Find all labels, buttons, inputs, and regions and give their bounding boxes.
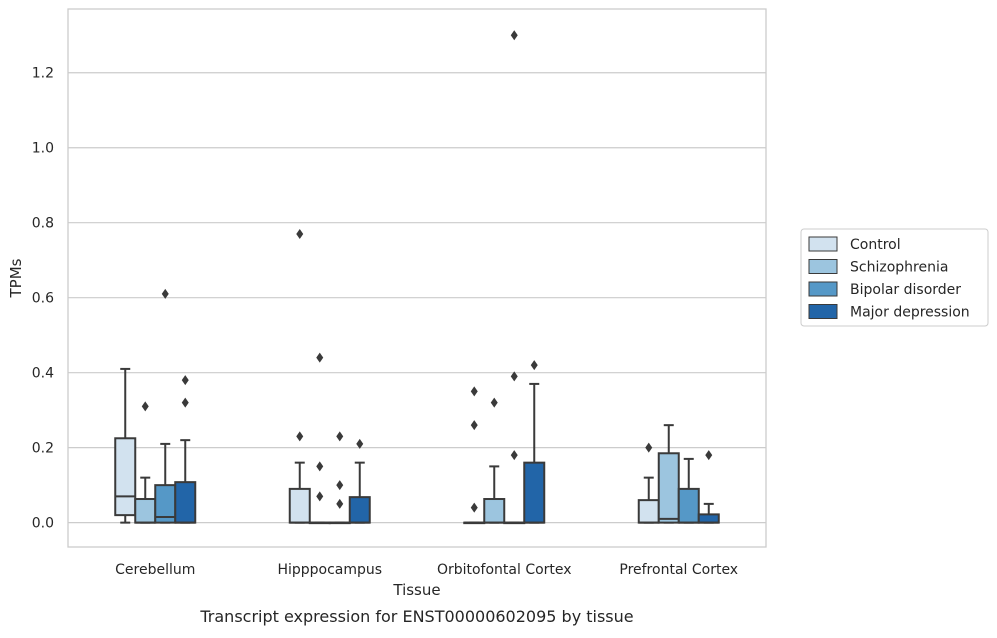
legend-label: Control (850, 237, 901, 253)
outlier-point (530, 360, 538, 371)
box-rect (637, 499, 660, 524)
y-tick-label: 0.8 (32, 216, 54, 232)
box-group (114, 367, 137, 524)
box-group (503, 30, 526, 525)
series-group (154, 30, 700, 525)
outlier-point (181, 397, 189, 408)
box-group (523, 360, 546, 524)
box-rect (697, 513, 720, 524)
outlier-point (316, 352, 324, 363)
outlier-point (336, 431, 344, 442)
legend-swatch (808, 236, 838, 252)
x-tick-label: Hipppocampus (277, 562, 382, 578)
box-group (154, 288, 177, 524)
legend-swatch (808, 281, 838, 297)
y-axis-label: TPMs (7, 258, 25, 298)
box-group (637, 442, 660, 524)
outlier-point (470, 420, 478, 431)
box-group (483, 397, 506, 524)
outlier-point (316, 491, 324, 502)
legend: Control Schizophrenia Bipolar disorder Majo… (800, 228, 989, 327)
outlier-point (161, 288, 169, 299)
box-group (288, 228, 311, 524)
outlier-point (510, 30, 518, 41)
box-group (463, 386, 486, 525)
y-tick-labels: 0.0 0.2 0.4 0.6 0.8 1.0 1.2 (32, 66, 54, 532)
outlier-point (296, 431, 304, 442)
x-tick-label: Cerebellum (115, 562, 195, 578)
box-group (308, 352, 331, 525)
box-group (657, 424, 680, 524)
x-tick-labels: Cerebellum Hipppocampus Orbitofontal Corte… (115, 562, 738, 578)
outlier-point (296, 228, 304, 239)
x-tick-label: Orbitofontal Cortex (437, 562, 572, 578)
box-rect (114, 437, 137, 517)
plot-frame (67, 8, 767, 548)
y-tick-label: 0.6 (32, 291, 54, 307)
legend-label: Schizophrenia (850, 260, 948, 276)
y-tick-label: 1.0 (32, 141, 54, 157)
x-tick-label: Prefrontal Cortex (619, 562, 738, 578)
y-tick-label: 0.0 (32, 516, 54, 532)
legend-label: Major depression (850, 305, 970, 321)
legend-swatch (808, 259, 838, 274)
outlier-point (141, 401, 149, 412)
y-tick-label: 1.2 (32, 66, 54, 82)
box-rect (348, 496, 371, 524)
x-axis-label: Tissue (392, 581, 440, 599)
outlier-point (490, 397, 498, 408)
box-group (134, 401, 157, 524)
box-group (174, 375, 197, 524)
box-rect (677, 487, 700, 524)
figure-caption: Transcript expression for ENST0000060209… (199, 607, 633, 626)
box-series (114, 30, 720, 525)
box-rect (174, 481, 197, 524)
legend-label: Bipolar disorder (850, 282, 961, 298)
outlier-point (181, 375, 189, 386)
box-rect (288, 487, 311, 524)
series-group (134, 352, 680, 525)
outlier-point (470, 502, 478, 513)
y-tick-label: 0.2 (32, 441, 54, 457)
series-group (114, 228, 660, 525)
box-rect (483, 498, 506, 524)
outlier-point (336, 480, 344, 491)
outlier-point (356, 438, 364, 449)
outlier-point (316, 461, 324, 472)
series-group (174, 360, 720, 524)
box-group (348, 438, 371, 524)
box-group (677, 457, 700, 524)
box-group (697, 450, 720, 524)
outlier-point (470, 386, 478, 397)
legend-swatch (808, 304, 838, 319)
outlier-point (705, 450, 713, 461)
box-rect (657, 452, 680, 524)
box-rect (134, 498, 157, 524)
outlier-point (510, 450, 518, 461)
legend-frame (800, 228, 989, 327)
outlier-point (645, 442, 653, 453)
outlier-point (336, 498, 344, 509)
outlier-point (510, 371, 518, 382)
y-tick-label: 0.4 (32, 366, 54, 382)
box-rect (523, 461, 546, 524)
